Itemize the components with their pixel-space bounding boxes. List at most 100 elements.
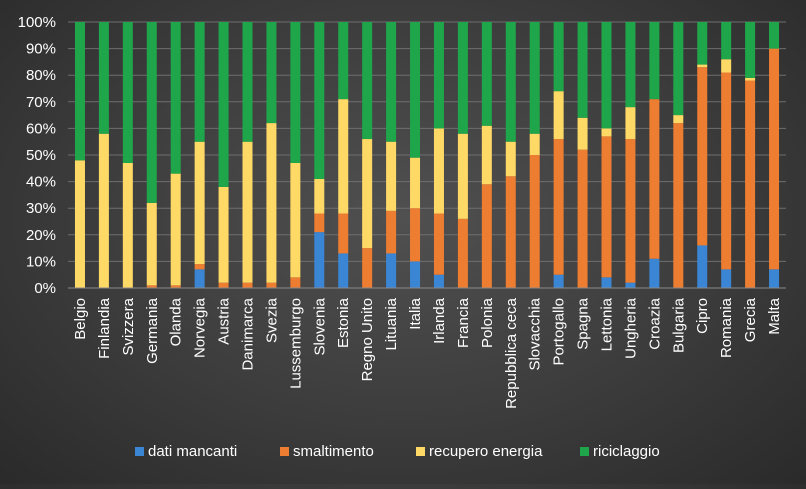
legend-swatch [580,447,589,456]
x-tick-label: Croazia [646,297,663,349]
bar-segment-recupero-energia [266,123,277,283]
bar-segment-recupero-energia [314,178,325,214]
y-tick-label: 40% [26,174,56,191]
bar-segment-riciclaggio [433,22,444,129]
bar-segment-smaltimento [362,248,373,288]
x-tick-label: Olanda [168,297,185,346]
bar-segment-riciclaggio [314,22,325,179]
bar-segment-smaltimento [481,184,492,288]
bar-segment-smaltimento [410,208,421,262]
bar-segment-dati-mancanti [721,269,732,288]
bar-segment-smaltimento [721,72,732,270]
y-tick-label: 20% [26,227,56,244]
bar-segment-recupero-energia [697,64,708,68]
bar-segment-recupero-energia [529,133,540,155]
bar-segment-smaltimento [577,149,588,288]
bar-segment-recupero-energia [218,186,229,283]
bar-segment-riciclaggio [242,22,253,142]
x-tick-label: Lituania [383,297,400,350]
bar-segment-riciclaggio [122,22,133,163]
bar-segment-riciclaggio [673,22,684,116]
y-tick-label: 80% [26,67,56,84]
bar-segment-smaltimento [386,210,397,254]
y-tick-label: 50% [26,147,56,164]
x-tick-label: Lussemburgo [287,298,304,389]
x-tick-label: Ungheria [622,297,639,359]
bar-segment-riciclaggio [649,22,660,100]
bar-segment-riciclaggio [553,22,564,92]
bar-segment-smaltimento [505,176,516,288]
x-tick-label: Norvegia [192,297,209,358]
bar-segment-recupero-energia [290,162,301,278]
bar-segment-smaltimento [194,264,205,270]
x-tick-label: Spagna [575,297,592,349]
bar-segment-riciclaggio [218,22,229,187]
bar-segment-riciclaggio [457,22,468,134]
bar-segment-smaltimento [170,285,181,288]
bar-segment-riciclaggio [505,22,516,142]
bar-segment-dati-mancanti [386,253,397,288]
y-axis: 0% 10% 20% 30% 40% 50% 60% 70% 80% 90% 100% [18,14,56,297]
legend-label: recupero energia [429,443,543,460]
bar-segment-riciclaggio [98,22,109,134]
bar-segment-recupero-energia [338,99,349,214]
bar-segment-recupero-energia [194,141,205,265]
bar-segment-recupero-energia [673,115,684,124]
bar-segment-riciclaggio [74,22,85,161]
bar-segment-riciclaggio [529,22,540,134]
x-tick-label: Grecia [742,297,759,342]
bar-segment-riciclaggio [601,22,612,129]
x-tick-label: Slovenia [311,297,328,355]
bar-segment-recupero-energia [146,202,157,286]
bar-segment-recupero-energia [170,173,181,286]
x-tick-label: Svizzera [120,297,137,355]
y-tick-label: 30% [26,200,56,217]
bar-segment-dati-mancanti [194,269,205,288]
bar-segment-recupero-energia [122,162,133,288]
bar-segment-riciclaggio [386,22,397,142]
x-tick-label: Italia [407,297,424,329]
legend-label: riciclaggio [593,443,660,460]
x-tick-label: Germania [144,297,161,364]
bar-segment-dati-mancanti [649,258,660,288]
bar-segment-smaltimento [218,282,229,288]
bar-segment-smaltimento [553,139,564,275]
bar-segment-riciclaggio [697,22,708,65]
x-tick-label: Finlandia [96,297,113,359]
bar-segment-riciclaggio [769,22,780,49]
bar-segment-recupero-energia [242,141,253,283]
bar-segment-recupero-energia [98,133,109,288]
bar-segment-riciclaggio [410,22,421,158]
bar-segment-riciclaggio [338,22,349,100]
x-tick-label: Belgio [72,298,89,340]
x-tick-label: Malta [766,297,783,334]
bar-segment-smaltimento [314,213,325,233]
bar-segment-dati-mancanti [625,282,636,288]
bar-segment-recupero-energia [410,157,421,209]
bar-segment-smaltimento [673,123,684,288]
bar-segment-smaltimento [697,67,708,246]
bar-segment-riciclaggio [625,22,636,108]
bar-segment-recupero-energia [553,91,564,140]
x-tick-label: Irlanda [431,297,448,344]
bar-segment-riciclaggio [745,22,756,78]
bar-segment-recupero-energia [601,128,612,137]
legend-swatch [135,447,144,456]
bar-segment-dati-mancanti [338,253,349,288]
bar-segment-smaltimento [290,277,301,288]
bar-segment-dati-mancanti [314,232,325,288]
bar-segment-riciclaggio [290,22,301,163]
bar-segment-smaltimento [433,213,444,275]
y-tick-label: 0% [34,280,56,297]
bar-segment-dati-mancanti [410,261,421,288]
y-tick-label: 10% [26,253,56,270]
bar-segment-recupero-energia [721,59,732,73]
bar-segment-smaltimento [601,136,612,278]
y-tick-label: 70% [26,94,56,111]
x-tick-label: Bulgaria [670,297,687,353]
bar-segment-riciclaggio [577,22,588,118]
bar-segment-smaltimento [625,139,636,283]
x-tick-label: Lettonia [599,297,616,351]
bar-segment-recupero-energia [74,160,85,288]
